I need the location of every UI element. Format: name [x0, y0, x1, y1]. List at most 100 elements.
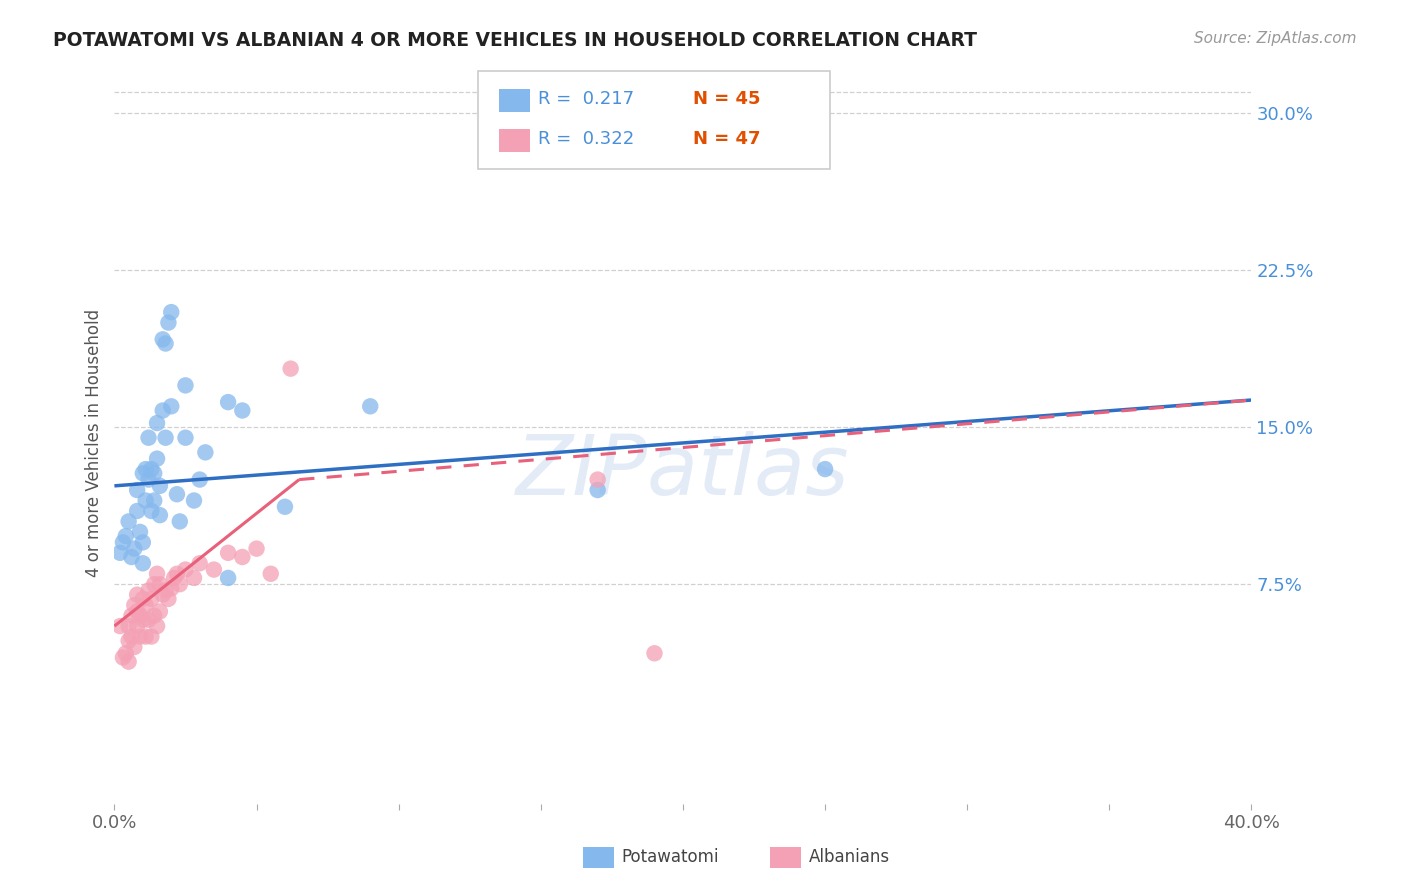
Text: N = 47: N = 47	[693, 130, 761, 148]
Point	[157, 316, 180, 330]
Point	[274, 500, 297, 514]
Point	[149, 508, 172, 523]
Point	[160, 305, 183, 319]
Point	[166, 566, 188, 581]
Point	[163, 571, 186, 585]
Point	[149, 604, 172, 618]
Y-axis label: 4 or more Vehicles in Household: 4 or more Vehicles in Household	[86, 309, 103, 577]
Point	[174, 378, 197, 392]
Point	[217, 571, 239, 585]
Point	[202, 563, 225, 577]
Point	[160, 400, 183, 414]
Point	[124, 640, 146, 654]
Point	[146, 416, 169, 430]
Point	[111, 535, 134, 549]
Point	[188, 473, 211, 487]
Point	[217, 546, 239, 560]
Point	[141, 591, 163, 606]
Point	[586, 483, 609, 497]
Point	[117, 619, 139, 633]
Point	[108, 619, 131, 633]
Point	[149, 577, 172, 591]
Point	[127, 483, 149, 497]
Text: Potawatomi: Potawatomi	[621, 848, 718, 866]
Point	[121, 630, 143, 644]
Point	[127, 504, 149, 518]
Point	[138, 473, 160, 487]
Point	[169, 577, 191, 591]
Point	[117, 633, 139, 648]
Point	[183, 571, 205, 585]
Point	[143, 577, 166, 591]
Point	[359, 400, 381, 414]
Text: R =  0.322: R = 0.322	[538, 130, 634, 148]
Point	[644, 646, 666, 660]
Point	[143, 467, 166, 481]
Point	[141, 504, 163, 518]
Point	[114, 646, 136, 660]
Text: N = 45: N = 45	[693, 90, 761, 108]
Point	[141, 462, 163, 476]
Point	[155, 583, 177, 598]
Point	[217, 395, 239, 409]
Point	[138, 613, 160, 627]
Text: POTAWATOMI VS ALBANIAN 4 OR MORE VEHICLES IN HOUSEHOLD CORRELATION CHART: POTAWATOMI VS ALBANIAN 4 OR MORE VEHICLE…	[53, 31, 977, 50]
Point	[138, 431, 160, 445]
Point	[132, 467, 155, 481]
Point	[111, 650, 134, 665]
Point	[143, 493, 166, 508]
Point	[114, 529, 136, 543]
Point	[149, 479, 172, 493]
Point	[146, 451, 169, 466]
Point	[174, 563, 197, 577]
Point	[166, 487, 188, 501]
Point	[132, 556, 155, 570]
Point	[231, 403, 253, 417]
Point	[169, 515, 191, 529]
Point	[117, 515, 139, 529]
Point	[129, 630, 152, 644]
Point	[143, 608, 166, 623]
Point	[121, 608, 143, 623]
Point	[121, 549, 143, 564]
Point	[814, 462, 837, 476]
Point	[129, 524, 152, 539]
Point	[152, 403, 174, 417]
Point	[138, 583, 160, 598]
Point	[146, 566, 169, 581]
Point	[160, 582, 183, 596]
Point	[124, 598, 146, 612]
Point	[132, 535, 155, 549]
Point	[586, 473, 609, 487]
Point	[135, 493, 157, 508]
Point	[132, 613, 155, 627]
Point	[117, 655, 139, 669]
Point	[127, 619, 149, 633]
Text: ZIPatlas: ZIPatlas	[516, 432, 849, 512]
Point	[188, 556, 211, 570]
Text: Source: ZipAtlas.com: Source: ZipAtlas.com	[1194, 31, 1357, 46]
Text: R =  0.217: R = 0.217	[538, 90, 634, 108]
Point	[129, 608, 152, 623]
Point	[135, 462, 157, 476]
Point	[183, 493, 205, 508]
Point	[127, 588, 149, 602]
Point	[132, 591, 155, 606]
Point	[155, 336, 177, 351]
Point	[127, 604, 149, 618]
Point	[135, 598, 157, 612]
Point	[146, 619, 169, 633]
Point	[152, 588, 174, 602]
Point	[135, 630, 157, 644]
Point	[124, 541, 146, 556]
Text: Albanians: Albanians	[808, 848, 890, 866]
Point	[141, 630, 163, 644]
Point	[174, 431, 197, 445]
Point	[108, 546, 131, 560]
Point	[194, 445, 217, 459]
Point	[260, 566, 283, 581]
Point	[245, 541, 267, 556]
Point	[280, 361, 302, 376]
Point	[155, 431, 177, 445]
Point	[157, 591, 180, 606]
